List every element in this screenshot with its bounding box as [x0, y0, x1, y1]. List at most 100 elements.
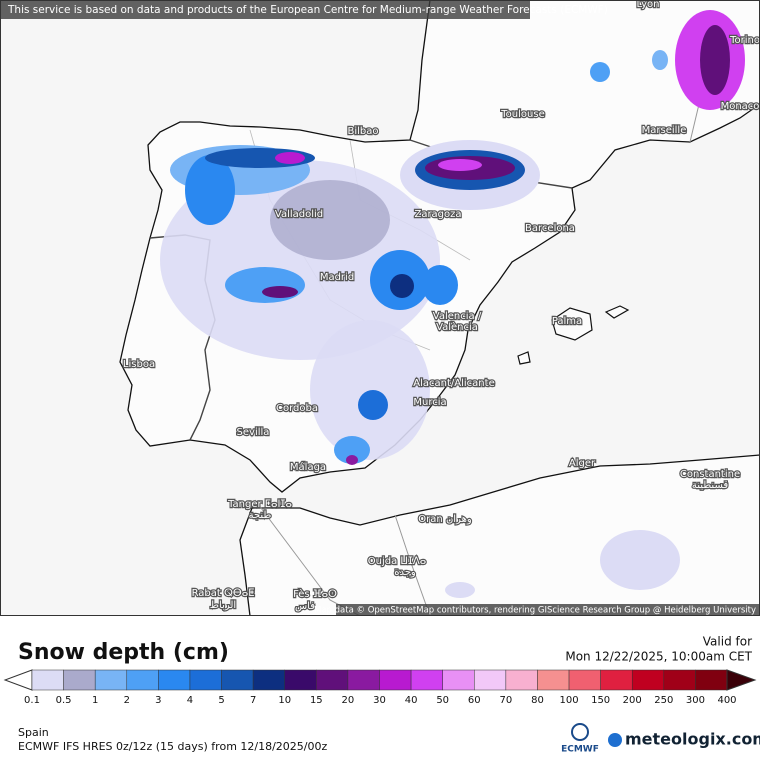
colorbar-bin [284, 669, 317, 691]
place-label: Oujda ⵡⵊⴷⴰ [368, 556, 427, 567]
scale-label: 0.1 [24, 695, 40, 706]
scale-label: 4 [187, 695, 193, 706]
scale-label: 2 [124, 695, 130, 706]
colorbar-arrow-right [726, 669, 757, 691]
place-label: الرباط [210, 600, 236, 611]
colorbar-bin [695, 669, 728, 691]
place-label: Oran وهران [418, 514, 472, 525]
place-label: Zaragoza [414, 209, 461, 220]
place-label: قسنطينة [692, 480, 729, 491]
region: Spain [18, 726, 49, 739]
valid-time: Mon 12/22/2025, 10:00am CET [565, 650, 752, 664]
colorbar-bin [631, 669, 665, 691]
scale-label: 250 [654, 695, 673, 706]
colorbar-bin [63, 669, 96, 691]
colorbar-bin [252, 669, 285, 691]
colorbar-bin [221, 669, 254, 691]
scale-label: 20 [342, 695, 355, 706]
scale-label: 50 [436, 695, 449, 706]
island-ibiza [517, 351, 531, 365]
scale-label: 200 [623, 695, 642, 706]
place-label: Sevilla [237, 427, 270, 438]
place-label: Cordoba [276, 403, 318, 414]
place-label: Madrid [320, 272, 354, 283]
place-label: Lyon [636, 0, 659, 10]
ecmwf-emblem [571, 723, 589, 741]
scale-label: 10 [278, 695, 291, 706]
place-label: طنجة [249, 510, 272, 521]
colorbar-bin [505, 669, 538, 691]
colorbar-bin [442, 669, 475, 691]
place-label: València [436, 321, 478, 333]
scale-label: 150 [591, 695, 610, 706]
place-label: Barcelona [525, 223, 575, 234]
scale-label: 30 [373, 695, 386, 706]
colorbar-bin [316, 669, 349, 691]
map: Lyon Torino Toulouse Monaco Marseille Bi… [0, 0, 760, 616]
legend: Snow depth (cm) Valid for Mon 12/22/2025… [3, 635, 760, 755]
attribution: Map data © OpenStreetMap contributors, r… [314, 606, 756, 616]
colorbar-bin [663, 669, 696, 691]
colorbar: 0.1 0.5 1 2 3 4 5 7 10 15 20 30 40 50 60 70 80 100 150 200 2… [3, 669, 757, 706]
place-label: Marseille [642, 125, 687, 136]
places: Lyon Torino Toulouse Monaco Marseille Bi… [122, 0, 760, 613]
scale-label: 70 [499, 695, 512, 706]
snow-field [160, 10, 745, 598]
place-label: Alacant/Alicante [413, 378, 494, 389]
colorbar-bin [158, 669, 191, 691]
colorbar-bin [189, 669, 222, 691]
meteologix-logo: meteologix.com [625, 730, 760, 749]
colorbar-bin [379, 669, 412, 691]
scale-label: 80 [531, 695, 544, 706]
place-label: Fès ⴼⴰⵙ [293, 588, 337, 600]
scale-label: 300 [686, 695, 705, 706]
place-label: Monaco [721, 101, 760, 112]
place-label: Toulouse [500, 109, 544, 120]
scale-label: 400 [717, 695, 736, 706]
place-label: Lisboa [123, 359, 155, 370]
colorbar-bin [31, 669, 64, 691]
valid-label: Valid for [703, 635, 752, 649]
legend-title: Snow depth (cm) [18, 640, 229, 665]
scale-label: 40 [405, 695, 418, 706]
model-run: ECMWF IFS HRES 0z/12z (15 days) from 12/… [18, 740, 328, 753]
scale-label: 1 [92, 695, 98, 706]
scale-label: 60 [468, 695, 481, 706]
place-label: فاس [295, 601, 315, 612]
place-label: Torino [729, 35, 760, 46]
scale-label: 7 [250, 695, 256, 706]
place-label: Tanger ⵟⴰⵏⵊⴰ [227, 499, 292, 510]
scale-label: 100 [559, 695, 578, 706]
ecmwf-logo: ECMWF [561, 745, 599, 755]
place-label: Palma [552, 316, 582, 327]
place-label: Valencia / [433, 311, 482, 322]
scale-label: 3 [155, 695, 161, 706]
place-label: وجدة [394, 567, 416, 578]
colorbar-bin [568, 669, 601, 691]
island-mallorca [551, 307, 593, 341]
scale-label: 5 [218, 695, 224, 706]
scale-label: 15 [310, 695, 323, 706]
colorbar-bin [537, 669, 570, 691]
colorbar-bin [600, 669, 633, 691]
meteologix-emblem [608, 733, 622, 747]
place-label: Valladolid [275, 209, 323, 220]
attribution-bar [336, 604, 760, 616]
place-label: Murcia [413, 397, 446, 408]
notice: This service is based on data and produc… [7, 4, 608, 16]
scale-label: 0.5 [56, 695, 72, 706]
place-label: Alger [569, 458, 596, 469]
place-label: Bilbao [347, 126, 378, 137]
colorbar-bin [410, 669, 443, 691]
colorbar-bin [347, 669, 380, 691]
notice-bar [0, 0, 530, 19]
colorbar-bin [94, 669, 128, 691]
place-label: Málaga [290, 461, 326, 473]
colorbar-bin [126, 669, 159, 691]
place-label: Constantine [680, 469, 740, 480]
colorbar-arrow-left [3, 669, 33, 691]
place-label: Rabat ⵕⴱⴰⵟ [192, 588, 255, 599]
colorbar-bin [474, 669, 507, 691]
island-menorca [604, 305, 630, 319]
